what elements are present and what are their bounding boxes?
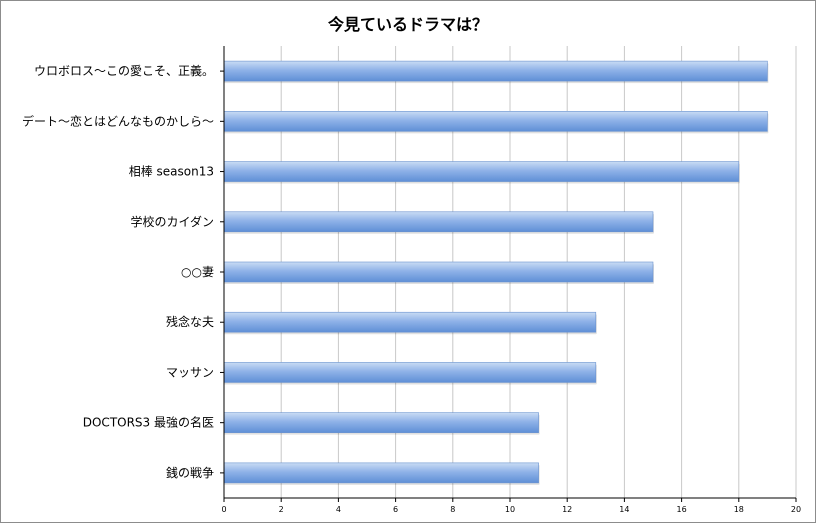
x-tick-label: 0 (221, 505, 226, 514)
bar (223, 261, 654, 283)
x-tick-label: 20 (791, 505, 801, 514)
bar (223, 362, 597, 383)
bar (223, 462, 539, 484)
x-tick-label: 18 (734, 505, 744, 514)
bar (223, 311, 597, 333)
x-tick-label: 16 (677, 505, 687, 514)
bar (223, 111, 768, 132)
category-label: ウロボロス〜この愛こそ、正義。 (34, 63, 214, 78)
x-tick-label: 6 (393, 505, 398, 514)
category-label: 銭の戦争 (166, 465, 214, 480)
x-tick-label: 2 (279, 505, 284, 514)
bar (223, 161, 740, 182)
x-tick-label: 10 (505, 505, 515, 514)
bar (223, 412, 539, 433)
category-label: 残念な夫 (166, 314, 214, 329)
category-label: DOCTORS3 最強の名医 (83, 415, 214, 430)
bar (223, 60, 768, 82)
chart-title: 今見ているドラマは？ (327, 15, 488, 34)
bars (223, 60, 769, 485)
category-label: マッサン (166, 365, 214, 379)
x-tick-label: 14 (619, 505, 629, 514)
category-label: 相棒 season13 (129, 165, 214, 179)
category-label: ○○妻 (181, 265, 214, 279)
x-tick-label: 8 (450, 505, 455, 514)
x-tick-label: 12 (562, 505, 572, 514)
category-label: デート〜恋とはどんなものかしら〜 (22, 113, 214, 128)
category-label: 学校のカイダン (130, 214, 214, 229)
axes: 0 2 4 6 8 10 12 14 16 18 20 (220, 46, 801, 514)
bar (223, 211, 654, 233)
x-tick-label: 4 (336, 505, 341, 514)
category-labels: ウロボロス〜この愛こそ、正義。デート〜恋とはどんなものかしら〜相棒 season… (22, 63, 214, 480)
